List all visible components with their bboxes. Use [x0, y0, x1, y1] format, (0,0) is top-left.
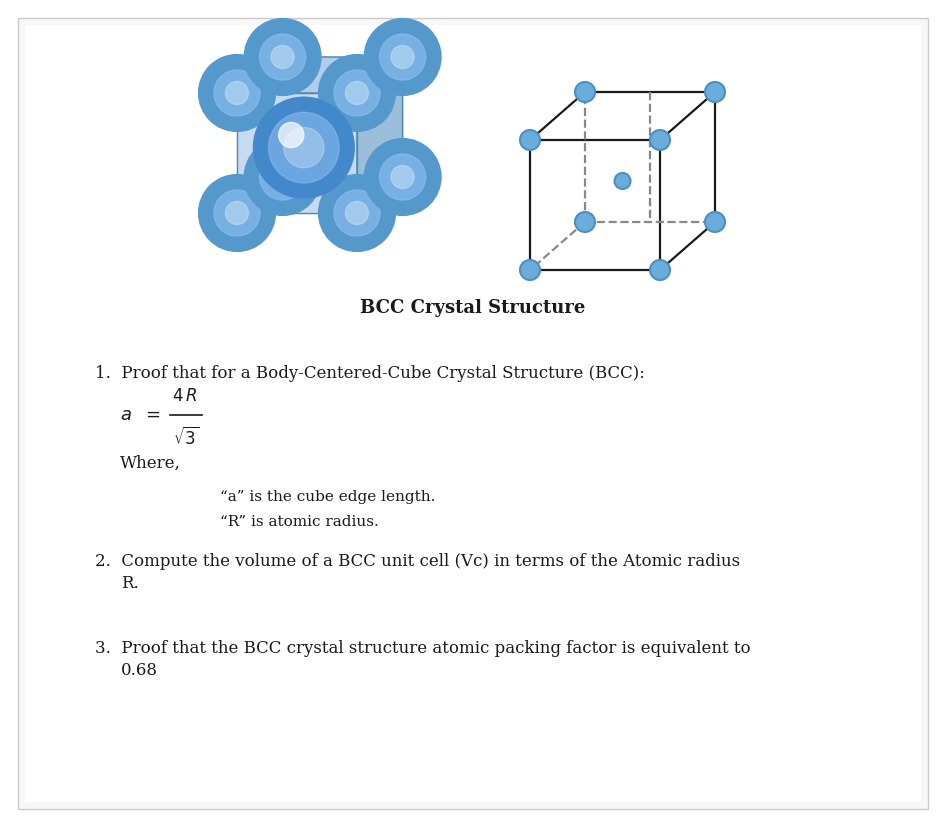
Circle shape [319, 174, 395, 251]
FancyBboxPatch shape [25, 25, 921, 802]
Circle shape [575, 82, 595, 102]
Circle shape [334, 70, 380, 116]
Circle shape [244, 18, 321, 95]
Circle shape [199, 55, 275, 131]
Circle shape [214, 70, 260, 116]
Polygon shape [237, 93, 357, 213]
Text: 3.  Proof that the BCC crystal structure atomic packing factor is equivalent to: 3. Proof that the BCC crystal structure … [95, 640, 750, 657]
Circle shape [279, 122, 304, 147]
Circle shape [272, 165, 294, 189]
Text: 2.  Compute the volume of a BCC unit cell (Vc) in terms of the Atomic radius: 2. Compute the volume of a BCC unit cell… [95, 553, 740, 570]
Polygon shape [237, 57, 403, 93]
Text: 0.68: 0.68 [121, 662, 158, 679]
Circle shape [199, 174, 275, 251]
Circle shape [705, 82, 725, 102]
Circle shape [379, 154, 426, 200]
Circle shape [272, 45, 294, 69]
Circle shape [225, 82, 249, 104]
Circle shape [575, 212, 595, 232]
Polygon shape [357, 57, 403, 213]
Text: R.: R. [121, 575, 139, 592]
Circle shape [379, 34, 426, 80]
Circle shape [650, 130, 670, 150]
Circle shape [391, 45, 414, 69]
Circle shape [334, 190, 380, 236]
Circle shape [520, 260, 540, 280]
Text: $4\,R$: $4\,R$ [172, 387, 198, 405]
Circle shape [244, 139, 321, 215]
Text: BCC Crystal Structure: BCC Crystal Structure [360, 299, 586, 317]
Circle shape [705, 212, 725, 232]
Circle shape [225, 202, 249, 224]
Circle shape [259, 34, 306, 80]
Circle shape [345, 82, 369, 104]
Circle shape [284, 127, 324, 168]
Text: “a” is the cube edge length.: “a” is the cube edge length. [220, 490, 435, 504]
Circle shape [364, 139, 441, 215]
Circle shape [259, 154, 306, 200]
Text: “R” is atomic radius.: “R” is atomic radius. [220, 515, 378, 529]
Circle shape [520, 130, 540, 150]
Circle shape [345, 202, 369, 224]
Circle shape [364, 18, 441, 95]
Circle shape [615, 173, 630, 189]
Circle shape [269, 112, 339, 183]
Circle shape [214, 190, 260, 236]
FancyBboxPatch shape [18, 18, 928, 809]
Circle shape [254, 98, 354, 198]
Text: 1.  Proof that for a Body-Centered-Cube Crystal Structure (BCC):: 1. Proof that for a Body-Centered-Cube C… [95, 365, 645, 382]
Circle shape [319, 55, 395, 131]
Text: $\mathit{a}$  $=$: $\mathit{a}$ $=$ [120, 406, 161, 424]
Circle shape [650, 260, 670, 280]
Circle shape [391, 165, 414, 189]
Text: Where,: Where, [120, 455, 181, 472]
Text: $\sqrt{3}$: $\sqrt{3}$ [173, 427, 200, 449]
